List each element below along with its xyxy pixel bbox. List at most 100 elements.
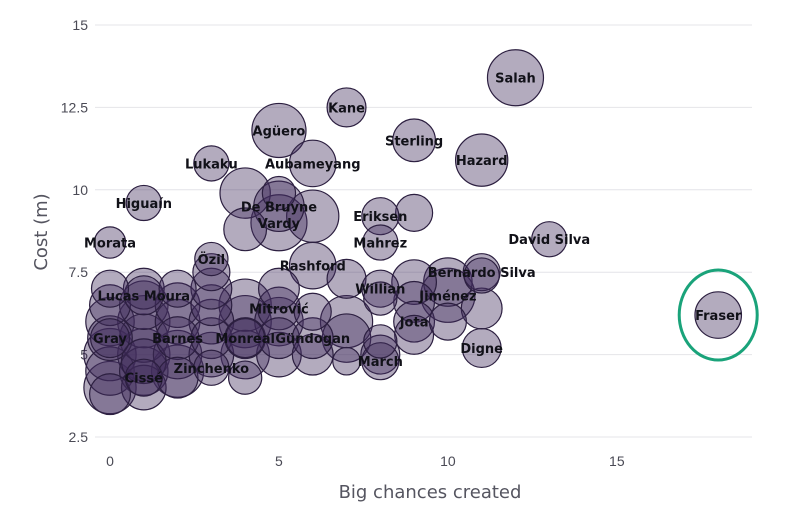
player-label: Özil xyxy=(198,252,226,268)
player-label: Jota xyxy=(399,316,429,331)
player-label: Gray xyxy=(93,332,127,347)
y-axis-title: Cost (m) xyxy=(31,193,52,270)
bubble-salah xyxy=(486,49,545,107)
x-tick-label: 0 xyxy=(106,453,114,469)
bubble xyxy=(85,296,135,347)
bubble xyxy=(88,284,131,327)
player-label: Sterling xyxy=(385,134,443,149)
bubble-higuaín xyxy=(125,184,162,222)
player-label: Rashford xyxy=(280,260,346,275)
player-label: Zinchenko xyxy=(174,362,249,377)
bubble xyxy=(227,360,263,395)
bubble xyxy=(291,333,334,376)
bubble-march xyxy=(361,342,400,381)
player-label: Lukaku xyxy=(185,157,238,172)
bubble-bernardo-silva xyxy=(462,253,501,292)
bubble-cissé xyxy=(124,358,163,397)
bubble xyxy=(156,356,199,399)
player-label: Cissé xyxy=(125,372,163,387)
bubble-fraser xyxy=(694,291,743,339)
bubble xyxy=(158,269,197,308)
bubble xyxy=(257,267,300,310)
player-label: Gündogan xyxy=(275,332,350,347)
bubble xyxy=(363,324,398,359)
bubbles xyxy=(83,49,743,416)
bubble xyxy=(190,267,233,310)
bubble-gray xyxy=(89,318,131,359)
bubble xyxy=(363,281,398,316)
bubble-kane xyxy=(326,87,367,128)
bubble xyxy=(391,259,438,305)
bubble xyxy=(257,317,300,360)
player-label: Mahrez xyxy=(353,237,407,252)
player-label: De Bruyne xyxy=(241,200,317,215)
highlight-ring xyxy=(677,268,759,362)
player-label: Hazard xyxy=(456,154,508,169)
bubble-mitrović xyxy=(256,286,301,331)
bubble-gündogan xyxy=(291,317,334,360)
bubble-digne xyxy=(461,327,502,369)
bubble xyxy=(428,302,467,341)
bubble xyxy=(218,278,272,332)
bubble xyxy=(190,317,233,360)
bubble-de-bruyne xyxy=(253,180,305,233)
y-tick-label: 10 xyxy=(72,182,88,198)
player-label: Bernardo Silva xyxy=(428,266,536,281)
player-label: Morata xyxy=(84,237,136,252)
x-tick-label: 15 xyxy=(609,453,625,469)
player-label: Salah xyxy=(495,72,536,87)
bubble-eriksen xyxy=(361,197,400,236)
player-label: Vardy xyxy=(258,217,301,232)
player-label: Aubameyang xyxy=(265,157,361,172)
bubble xyxy=(261,175,297,211)
y-tick-label: 15 xyxy=(72,17,88,33)
bubble xyxy=(395,193,434,232)
bubble xyxy=(87,315,133,362)
bubble-aubameyang xyxy=(288,139,337,188)
player-label: March xyxy=(358,355,403,370)
x-axis-title: Big chances created xyxy=(339,482,522,503)
bubble xyxy=(88,373,131,416)
player-label: Monreal xyxy=(215,332,275,347)
bubble xyxy=(293,292,332,331)
bubble xyxy=(219,167,271,219)
bubble xyxy=(190,284,233,327)
bubble-jota xyxy=(393,300,436,343)
bubble xyxy=(223,207,268,252)
bubble-morata xyxy=(93,226,127,259)
bubble-rashford xyxy=(288,241,337,290)
y-tick-label: 2.5 xyxy=(69,429,89,445)
player-label: Eriksen xyxy=(353,210,407,225)
player-label: Agüero xyxy=(253,124,306,139)
bubble-zinchenko xyxy=(193,349,230,386)
gridlines xyxy=(95,24,752,438)
player-label: Higuaín xyxy=(116,197,172,212)
bubble-david-silva xyxy=(531,221,568,258)
bubble xyxy=(423,257,473,307)
bubble-hazard xyxy=(454,133,509,187)
bubble-lucas-moura xyxy=(123,275,164,316)
bubble-willian xyxy=(361,269,400,308)
player-labels: Salah Kane Agüero Sterling Hazard Lukaku Aubam… xyxy=(84,72,742,387)
bubble xyxy=(332,346,361,376)
player-label: Barnes xyxy=(152,332,203,347)
player-label: Digne xyxy=(460,342,503,357)
y-tick-label: 12.5 xyxy=(61,99,88,115)
x-axis-ticks: 0 5 10 15 xyxy=(106,453,625,469)
bubble-agüero xyxy=(251,102,307,159)
bubble-özil xyxy=(194,241,229,277)
bubble-barnes xyxy=(155,316,200,361)
bubble xyxy=(192,253,231,292)
x-tick-label: 5 xyxy=(275,453,283,469)
player-label: David Silva xyxy=(508,233,590,248)
bubble xyxy=(394,314,435,355)
player-label: Mitrović xyxy=(249,302,309,317)
player-label: Lucas Moura xyxy=(97,289,190,304)
player-label: Kane xyxy=(328,101,365,116)
player-label: Jiménez xyxy=(418,289,476,304)
bubble xyxy=(326,258,367,299)
bubble-monreal xyxy=(225,318,266,359)
bubble-lukaku xyxy=(193,145,230,182)
bubble-sterling xyxy=(392,118,437,163)
